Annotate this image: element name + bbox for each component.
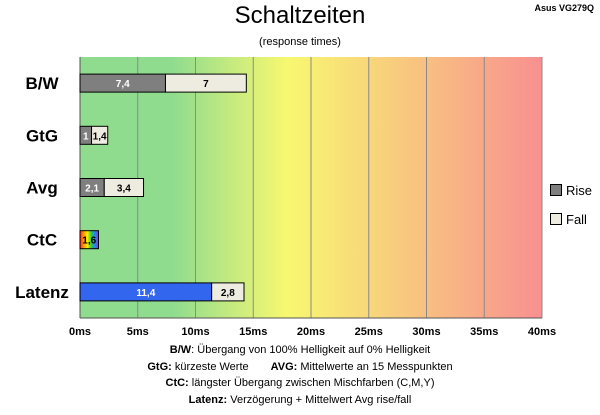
x-tick-label: 5ms (127, 326, 149, 338)
x-tick-label: 30ms (412, 326, 440, 338)
bar-fall (91, 125, 109, 145)
chart-subtitle: (response times) (259, 36, 341, 48)
bar-fall-label: 1,4 (93, 131, 107, 142)
note-key-avg: AVG: (270, 360, 298, 373)
legend-item-fall: Fall (550, 209, 592, 229)
note-text-avg: Mittelwerte an 15 Messpunkten (297, 360, 453, 373)
y-category-label: Avg (26, 179, 58, 198)
note-key-ctc: CtC: (165, 377, 189, 389)
y-category-label: Latenz (15, 283, 69, 302)
monitor-model-label: Asus VG279Q (534, 3, 594, 13)
note-line-latenz: Latenz: Verzögerung + Mittelwert Avg ris… (0, 392, 600, 409)
y-category-label: B/W (25, 74, 59, 93)
note-text-latenz: Verzögerung + Mittelwert Avg rise/fall (227, 393, 412, 406)
y-category-label: GtG (26, 126, 58, 145)
note-key-gtg: GtG: (147, 360, 172, 373)
bar-fall-label: 7 (203, 79, 209, 90)
x-tick-label: 10ms (181, 326, 209, 338)
chart-notes: B/W: Übergang von 100% Helligkeit auf 0%… (0, 342, 600, 408)
note-key-bw: B/W (169, 344, 192, 356)
x-tick-label: 0ms (69, 326, 91, 338)
chart-title: Schaltzeiten (234, 2, 366, 29)
bar-fall-label: 2,8 (221, 288, 235, 299)
y-category-label: CtC (27, 231, 57, 250)
note-key-latenz: Latenz: (188, 393, 228, 406)
x-tick-label: 25ms (355, 326, 383, 338)
bar-fall (211, 282, 245, 302)
bar-rise-label: 2,1 (85, 184, 99, 195)
legend-swatch-rise (550, 184, 562, 196)
bar-rise (79, 230, 99, 250)
note-text-bw: : Übergang von 100% Helligkeit auf 0% He… (191, 344, 431, 356)
bar-rise-label: 1 (83, 131, 89, 142)
note-text-ctc: längster Übergang zwischen Mischfarben (… (188, 377, 435, 389)
bar-fall (103, 178, 145, 197)
x-tick-label: 20ms (297, 326, 325, 338)
bar-rise-label: 11,4 (136, 288, 155, 299)
bar-rise-label: 7,4 (116, 79, 130, 90)
legend-label-rise: Rise (566, 182, 593, 198)
x-tick-label: 40ms (528, 326, 556, 338)
legend: Rise Fall (550, 180, 592, 238)
x-tick-label: 35ms (470, 326, 498, 338)
note-line-gtg-avg: GtG: kürzeste Werte AVG: Mittelwerte an 1… (0, 359, 600, 376)
legend-label-fall: Fall (566, 211, 587, 227)
legend-swatch-fall (550, 213, 562, 225)
note-text-gtg: kürzeste Werte (171, 360, 249, 373)
bar-fall-label: 3,4 (117, 184, 131, 195)
x-tick-label: 15ms (239, 326, 267, 338)
bar-rise-label: 1,6 (82, 236, 96, 247)
legend-item-rise: Rise (550, 180, 592, 200)
note-line-bw: B/W: Übergang von 100% Helligkeit auf 0%… (0, 342, 600, 359)
bar-fall (164, 73, 247, 93)
note-line-ctc: CtC: längster Übergang zwischen Mischfar… (0, 375, 600, 392)
